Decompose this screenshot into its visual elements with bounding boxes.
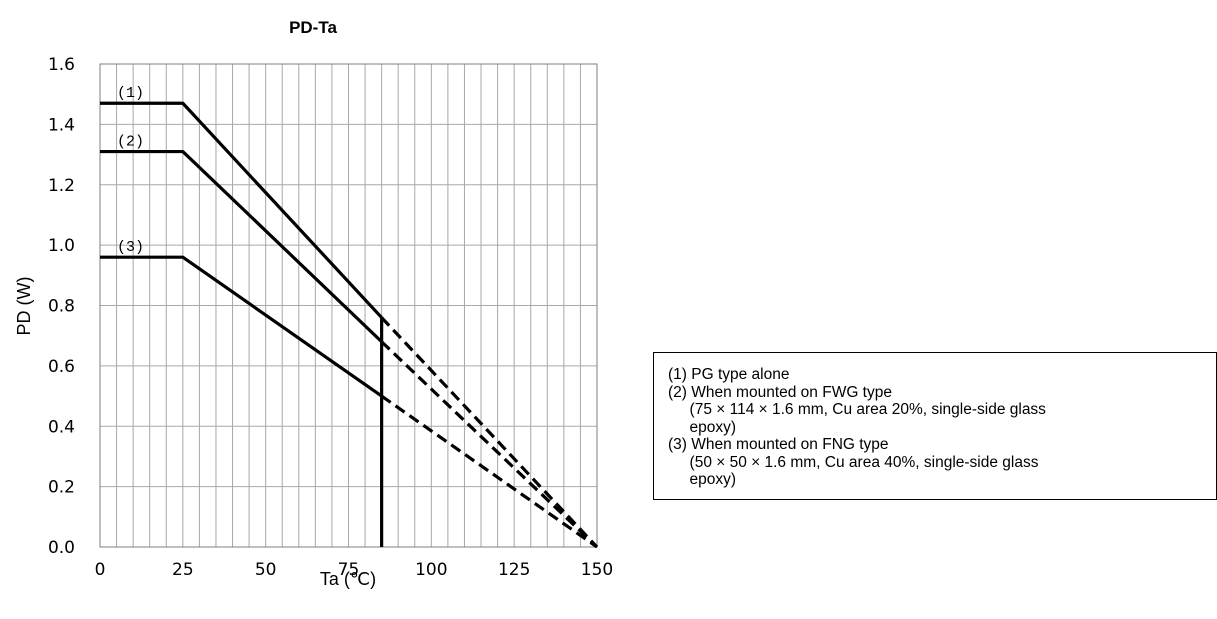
series-line-solid bbox=[100, 149, 383, 343]
y-tick-label: 1.0 bbox=[48, 236, 75, 256]
x-axis-label: Ta (℃) bbox=[320, 569, 376, 589]
x-tick-label: 75 bbox=[338, 560, 360, 580]
series-line-solid bbox=[100, 101, 383, 319]
legend-line: (50 × 50 × 1.6 mm, Cu area 40%, single-s… bbox=[668, 453, 1039, 471]
pd-ta-chart: PD-Ta (1) (2) (3) 0 25 50 75 100 125 150 0.0 0.2 0.… bbox=[14, 18, 613, 589]
y-tick-label: 0.0 bbox=[48, 538, 75, 558]
axes bbox=[99, 63, 598, 548]
x-tick-label: 100 bbox=[415, 560, 447, 580]
y-tick-label: 0.4 bbox=[48, 417, 75, 437]
legend-line: epoxy) bbox=[668, 471, 737, 488]
plot-frame bbox=[99, 63, 598, 548]
y-tick-label: 0.6 bbox=[48, 357, 75, 377]
y-tick-label: 1.6 bbox=[48, 55, 75, 75]
chart-title: PD-Ta bbox=[289, 18, 337, 37]
tick-labels: 0 25 50 75 100 125 150 0.0 0.2 0.4 0.6 0.8 1.0 1.2 1.4… bbox=[48, 55, 613, 580]
y-tick-label: 0.2 bbox=[48, 478, 75, 498]
x-tick-label: 150 bbox=[581, 560, 613, 580]
legend-line: (3) When mounted on FNG type bbox=[668, 436, 889, 453]
y-tick-label: 1.4 bbox=[48, 115, 75, 135]
series-line-dashed bbox=[380, 316, 599, 549]
series-label: (1) bbox=[117, 85, 144, 102]
y-axis-label: PD (W) bbox=[14, 277, 34, 336]
series-lines: (1) (2) (3) bbox=[100, 85, 599, 549]
series-line-solid bbox=[100, 255, 383, 398]
series-label: (3) bbox=[117, 239, 144, 256]
y-tick-label: 1.2 bbox=[48, 176, 75, 196]
series-line-dashed bbox=[380, 394, 598, 549]
x-tick-label: 50 bbox=[255, 560, 277, 580]
series-line-dashed bbox=[380, 340, 599, 549]
x-tick-label: 0 bbox=[95, 560, 106, 580]
series-label: (2) bbox=[117, 134, 144, 151]
legend-line: (1) PG type alone bbox=[668, 366, 790, 383]
x-tick-label: 25 bbox=[172, 560, 194, 580]
legend-line: (75 × 114 × 1.6 mm, Cu area 20%, single-… bbox=[668, 401, 1046, 418]
x-tick-label: 125 bbox=[498, 560, 530, 580]
legend-box: (1) PG type alone (2) When mounted on FWG… bbox=[653, 352, 1217, 500]
legend-line: epoxy) bbox=[668, 418, 737, 436]
legend-line: (2) When mounted on FWG type bbox=[668, 383, 892, 401]
y-tick-label: 0.8 bbox=[48, 297, 75, 317]
